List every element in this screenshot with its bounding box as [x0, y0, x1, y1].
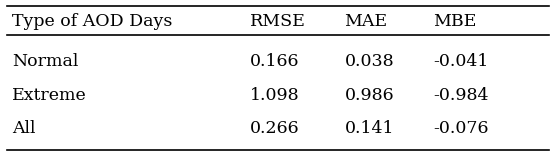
- Text: 0.141: 0.141: [344, 120, 394, 137]
- Text: 1.098: 1.098: [250, 87, 300, 104]
- Text: Normal: Normal: [12, 53, 79, 70]
- Text: 0.266: 0.266: [250, 120, 300, 137]
- Text: RMSE: RMSE: [250, 12, 306, 30]
- Text: 0.986: 0.986: [344, 87, 394, 104]
- Text: MAE: MAE: [344, 12, 388, 30]
- Text: Extreme: Extreme: [12, 87, 87, 104]
- Text: All: All: [12, 120, 36, 137]
- Text: 0.166: 0.166: [250, 53, 300, 70]
- Text: -0.041: -0.041: [433, 53, 488, 70]
- Text: 0.038: 0.038: [344, 53, 394, 70]
- Text: -0.984: -0.984: [433, 87, 488, 104]
- Text: Type of AOD Days: Type of AOD Days: [12, 12, 173, 30]
- Text: MBE: MBE: [433, 12, 476, 30]
- Text: -0.076: -0.076: [433, 120, 488, 137]
